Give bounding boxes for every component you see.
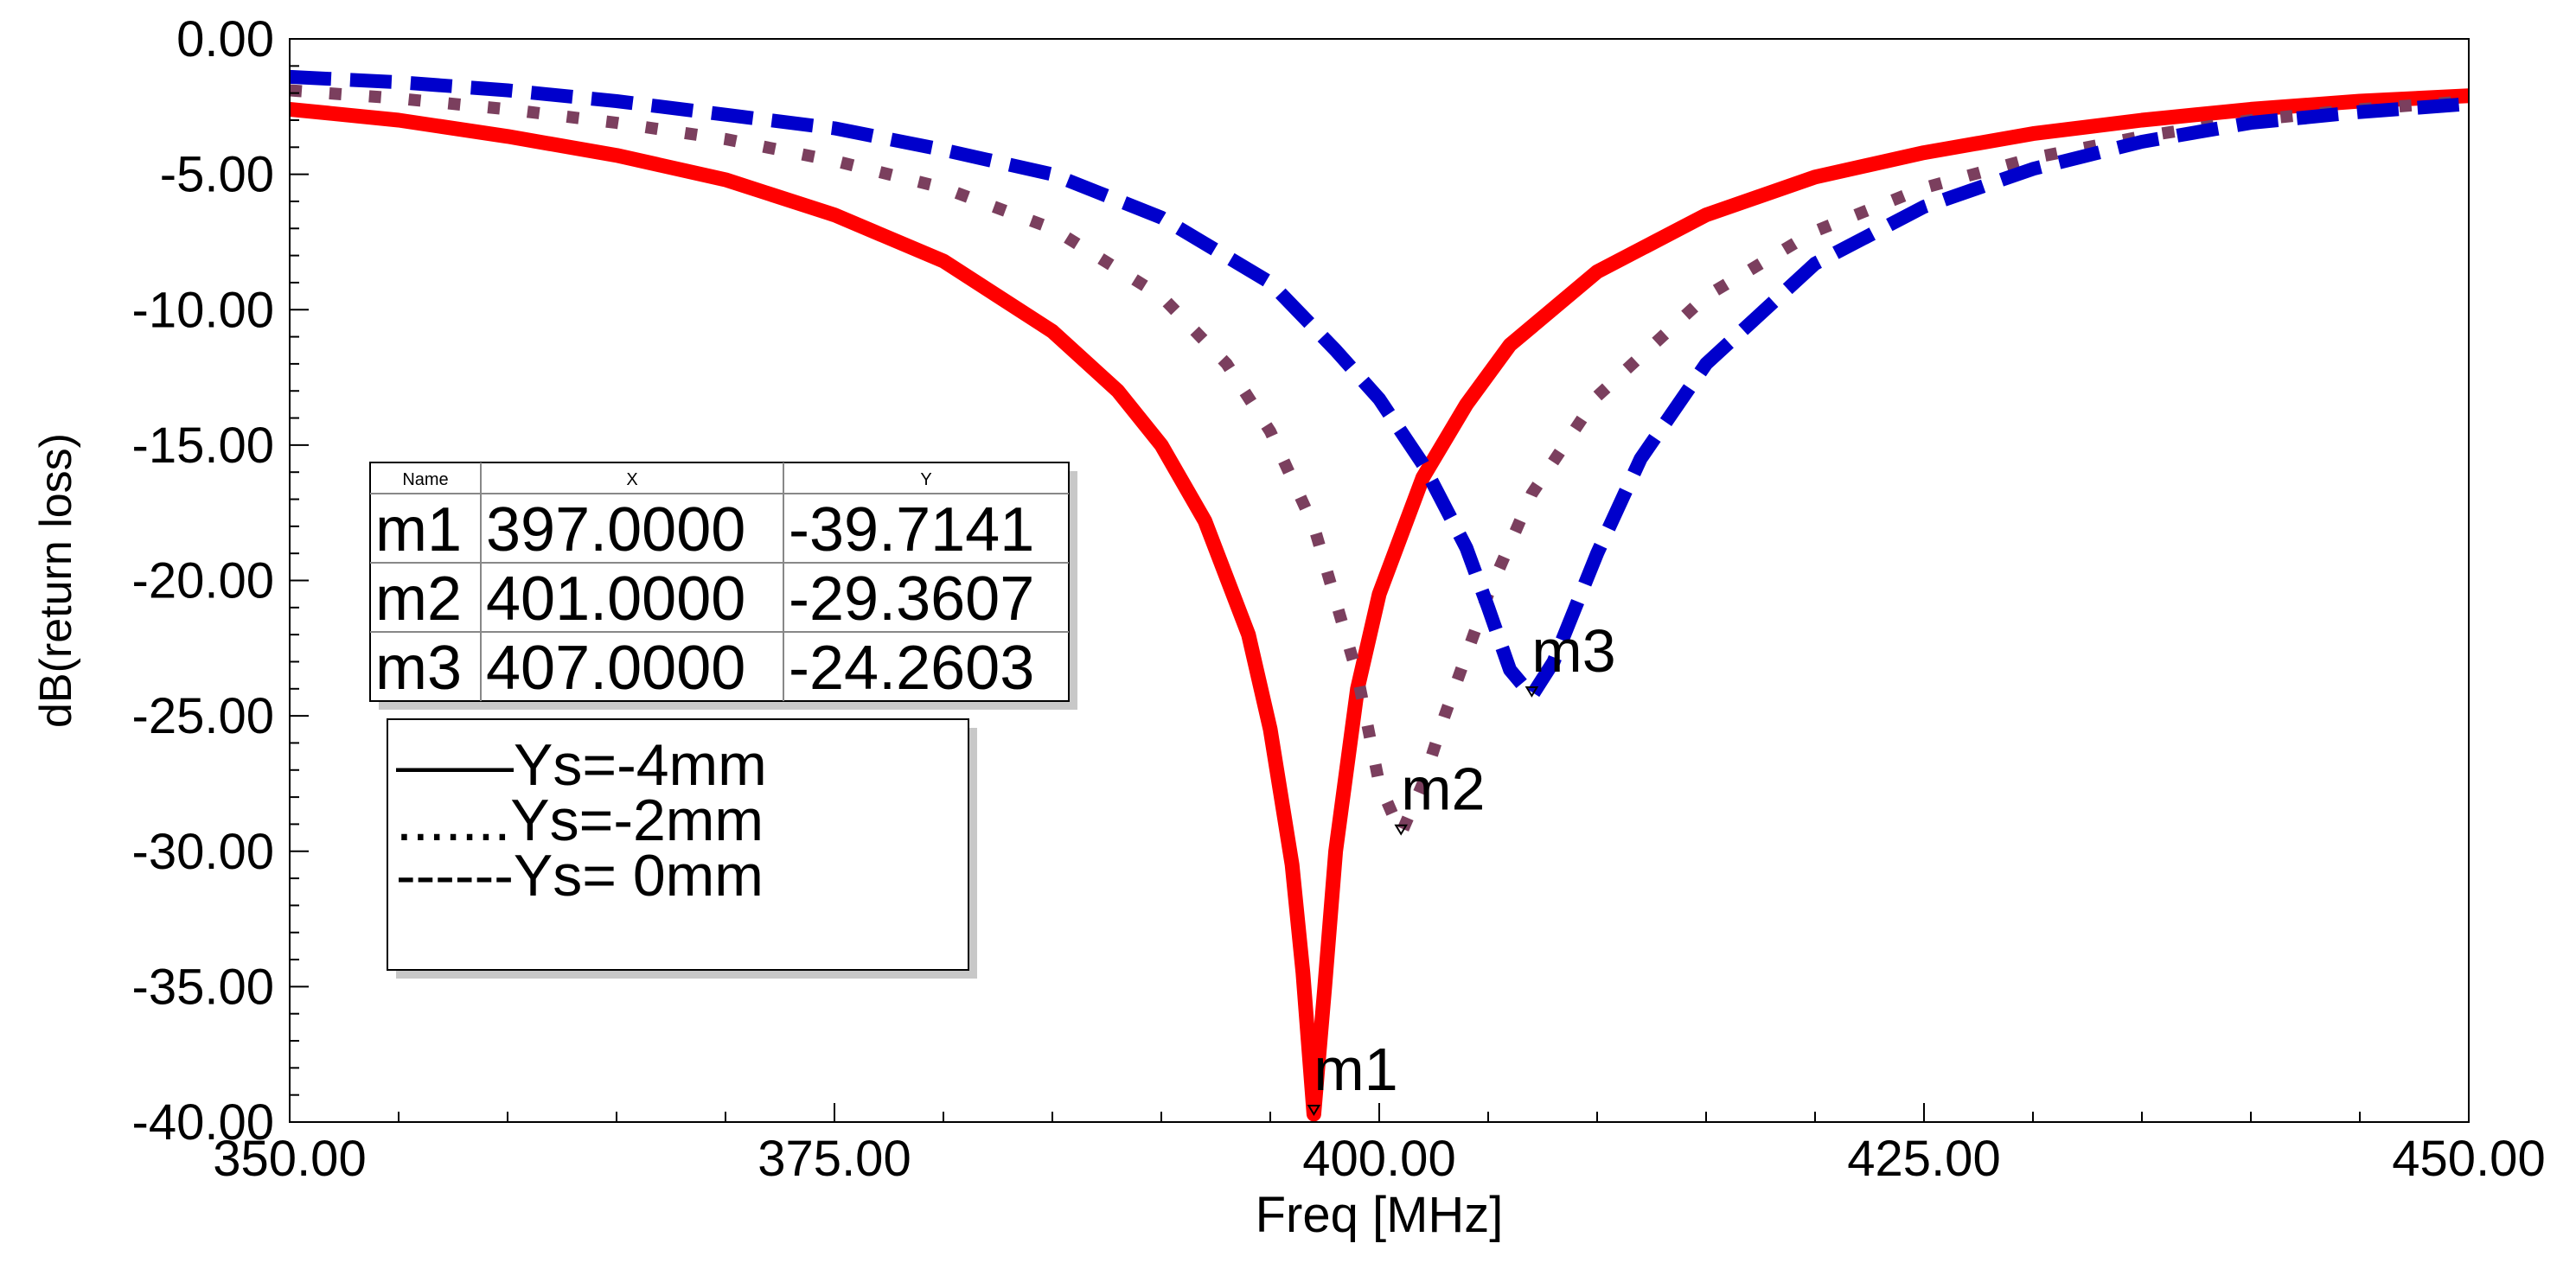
y-tick-label: -5.00	[160, 147, 274, 203]
table-cell: m2	[375, 564, 462, 634]
y-tick-label: -10.00	[132, 282, 274, 338]
table-cell: -29.3607	[789, 564, 1034, 634]
y-tick-label: -25.00	[132, 688, 274, 744]
series-layer	[289, 69, 2470, 1122]
table-cell: -39.7141	[789, 495, 1034, 564]
legend-line-sample: ------	[396, 843, 514, 909]
table-cell: 397.0000	[486, 495, 745, 564]
y-tick-label: -20.00	[132, 553, 274, 609]
table-cell: 401.0000	[486, 564, 745, 634]
x-tick-label: 450.00	[2392, 1131, 2545, 1187]
table-cell: -24.2603	[789, 634, 1034, 703]
x-tick-label: 425.00	[1847, 1131, 2000, 1187]
legend-item-3: ------Ys= 0mm	[396, 843, 764, 909]
marker-table: Name X Ym1 397.0000 -39.7141 m2 401.0000 -29.36…	[369, 462, 1077, 710]
table-cell: m3	[375, 634, 462, 703]
table-header-cell: Name	[402, 470, 448, 489]
legend-frame	[387, 718, 969, 971]
table-header-cell: X	[626, 470, 637, 489]
legend-line-sample: ——	[396, 732, 514, 798]
table-cell: 407.0000	[486, 634, 745, 703]
table-frame	[369, 462, 1070, 702]
marker-label-m1: m1	[1314, 1036, 1397, 1103]
legend-label: Ys= 0mm	[514, 843, 764, 909]
marker-point-m2	[1394, 824, 1408, 836]
series-line-3	[289, 69, 2470, 703]
series-line-2	[289, 84, 2470, 840]
marker-label-m2: m2	[1401, 756, 1485, 823]
legend-item-1: ——Ys=-4mm	[396, 732, 767, 798]
x-tick-label: 350.00	[213, 1131, 366, 1187]
y-tick-label: -30.00	[132, 824, 274, 880]
y-tick-label: -35.00	[132, 959, 274, 1015]
marker-layer: m1 m2 m3	[1307, 617, 1616, 1116]
legend: ——Ys=-4mm.......Ys=-2mm------Ys= 0mm	[387, 718, 977, 979]
table-header-cell: Y	[920, 470, 931, 489]
legend-label: Ys=-4mm	[514, 732, 767, 798]
y-axis-label: dB(return loss)	[31, 433, 81, 728]
marker-point-m3	[1525, 686, 1539, 698]
axis-layer: 350.00 375.00 400.00 425.00 450.00 0.00 -5.00 -…	[132, 11, 2546, 1187]
legend-label: Ys=-2mm	[510, 788, 764, 853]
x-axis-label: Freq [MHz]	[1256, 1187, 1504, 1243]
marker-label-m3: m3	[1531, 617, 1615, 685]
y-tick-label: 0.00	[176, 11, 274, 67]
x-tick-label: 400.00	[1302, 1131, 1455, 1187]
y-tick-label: -15.00	[132, 418, 274, 474]
table-cell: m1	[375, 495, 462, 564]
x-tick-label: 375.00	[757, 1131, 911, 1187]
legend-item-2: .......Ys=-2mm	[396, 788, 764, 853]
legend-line-sample: .......	[396, 788, 510, 853]
y-tick-label: -40.00	[132, 1094, 274, 1151]
marker-point-m1	[1307, 1105, 1321, 1116]
series-line-1	[289, 88, 2470, 1122]
